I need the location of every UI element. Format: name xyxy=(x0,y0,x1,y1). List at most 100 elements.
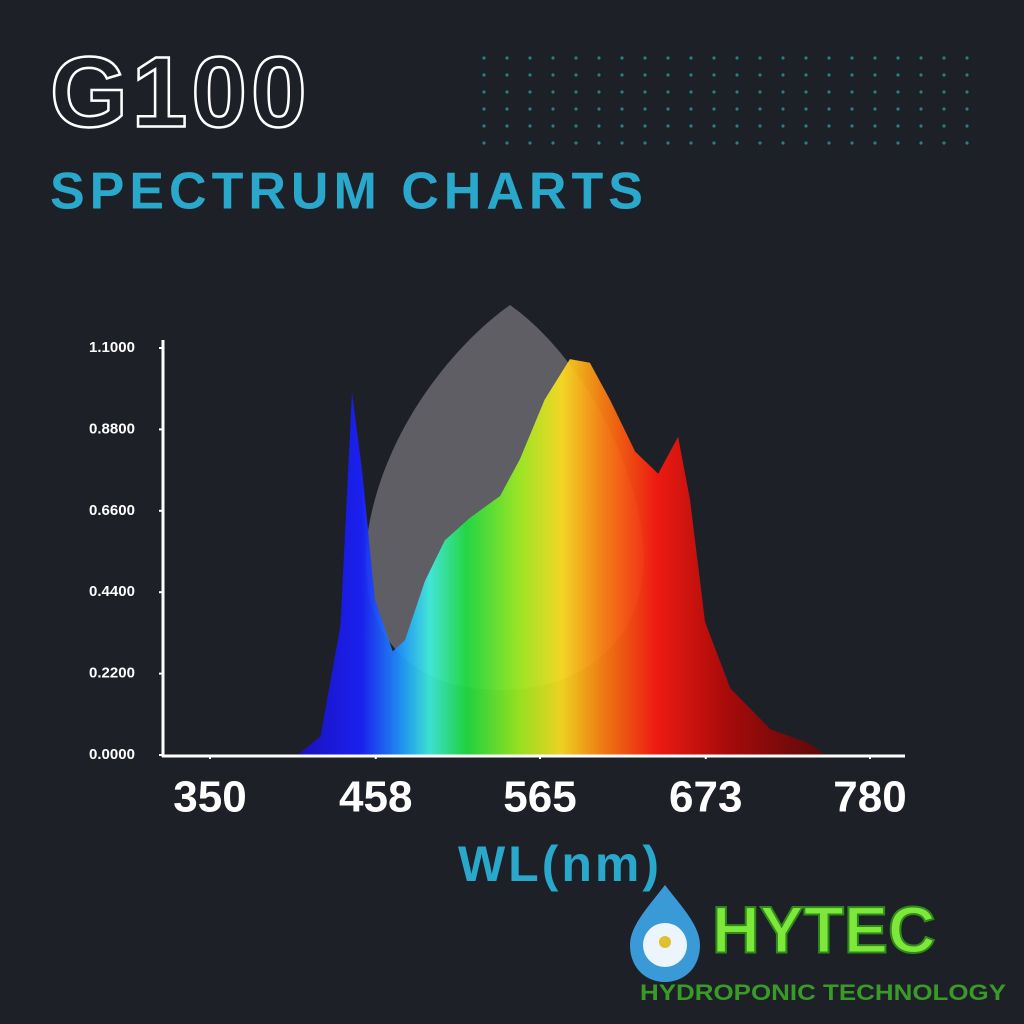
dot xyxy=(712,56,716,60)
spectrum-area xyxy=(297,359,825,755)
dot xyxy=(781,56,785,60)
dot xyxy=(482,141,486,145)
dot xyxy=(643,90,647,94)
dot xyxy=(712,141,716,145)
dot xyxy=(781,124,785,128)
dot xyxy=(666,107,670,111)
dot xyxy=(850,90,854,94)
dot xyxy=(781,90,785,94)
dot xyxy=(827,141,831,145)
dot xyxy=(735,56,739,60)
dot xyxy=(919,107,923,111)
x-tick-label: 350 xyxy=(173,773,246,822)
dot xyxy=(666,73,670,77)
dot xyxy=(827,90,831,94)
dot xyxy=(505,141,509,145)
dot xyxy=(551,107,555,111)
dot xyxy=(896,107,900,111)
dot xyxy=(574,90,578,94)
dot xyxy=(804,56,808,60)
dot xyxy=(965,107,969,111)
dot xyxy=(620,107,624,111)
dot xyxy=(689,73,693,77)
dot xyxy=(689,141,693,145)
dot xyxy=(965,141,969,145)
dot xyxy=(942,107,946,111)
dot xyxy=(505,90,509,94)
dot xyxy=(919,73,923,77)
dot xyxy=(505,73,509,77)
dot xyxy=(620,56,624,60)
dot xyxy=(850,56,854,60)
dot xyxy=(873,107,877,111)
dot xyxy=(735,107,739,111)
dot xyxy=(896,124,900,128)
dot xyxy=(850,141,854,145)
dot xyxy=(689,124,693,128)
dot xyxy=(597,73,601,77)
dot xyxy=(850,107,854,111)
dot xyxy=(666,90,670,94)
dot xyxy=(482,124,486,128)
dot xyxy=(620,90,624,94)
dot xyxy=(620,124,624,128)
dot xyxy=(528,124,532,128)
y-tick-label: 0.0000 xyxy=(89,746,135,763)
dot xyxy=(804,90,808,94)
dot xyxy=(735,73,739,77)
dot xyxy=(965,73,969,77)
dot xyxy=(965,124,969,128)
dot xyxy=(528,90,532,94)
dot xyxy=(689,107,693,111)
logo-tagline: HYDROPONIC TECHNOLOGY xyxy=(640,980,1006,1005)
dot xyxy=(574,141,578,145)
dot xyxy=(505,107,509,111)
dot xyxy=(574,56,578,60)
dot xyxy=(873,141,877,145)
y-tick-label: 0.6600 xyxy=(89,502,135,519)
dot xyxy=(942,124,946,128)
dot xyxy=(781,141,785,145)
dot xyxy=(597,56,601,60)
dot xyxy=(758,107,762,111)
dot xyxy=(689,56,693,60)
logo-name: HYTEC xyxy=(712,892,936,966)
dot xyxy=(919,141,923,145)
dot xyxy=(528,73,532,77)
dot xyxy=(643,141,647,145)
dot xyxy=(643,107,647,111)
x-tick-label: 780 xyxy=(833,773,906,822)
dot xyxy=(666,124,670,128)
dot xyxy=(597,107,601,111)
dot xyxy=(758,141,762,145)
dot xyxy=(942,73,946,77)
dot xyxy=(574,73,578,77)
dot xyxy=(482,107,486,111)
dot xyxy=(827,56,831,60)
dot xyxy=(873,73,877,77)
dot xyxy=(942,141,946,145)
dot xyxy=(643,124,647,128)
dot xyxy=(735,90,739,94)
dot xyxy=(528,107,532,111)
y-tick-label: 0.4400 xyxy=(89,583,135,600)
dot xyxy=(781,73,785,77)
dot xyxy=(666,141,670,145)
dot xyxy=(551,141,555,145)
dot xyxy=(735,124,739,128)
dot xyxy=(827,107,831,111)
x-tick-label: 565 xyxy=(503,773,576,822)
dot xyxy=(850,73,854,77)
dot xyxy=(758,124,762,128)
dot xyxy=(712,73,716,77)
dot xyxy=(804,124,808,128)
dot xyxy=(873,90,877,94)
x-tick-label: 673 xyxy=(669,773,742,822)
x-axis-label: WL(nm) xyxy=(458,836,662,892)
dot xyxy=(850,124,854,128)
dot xyxy=(804,107,808,111)
y-tick-label: 1.1000 xyxy=(89,339,135,356)
dot xyxy=(919,90,923,94)
dot xyxy=(551,124,555,128)
